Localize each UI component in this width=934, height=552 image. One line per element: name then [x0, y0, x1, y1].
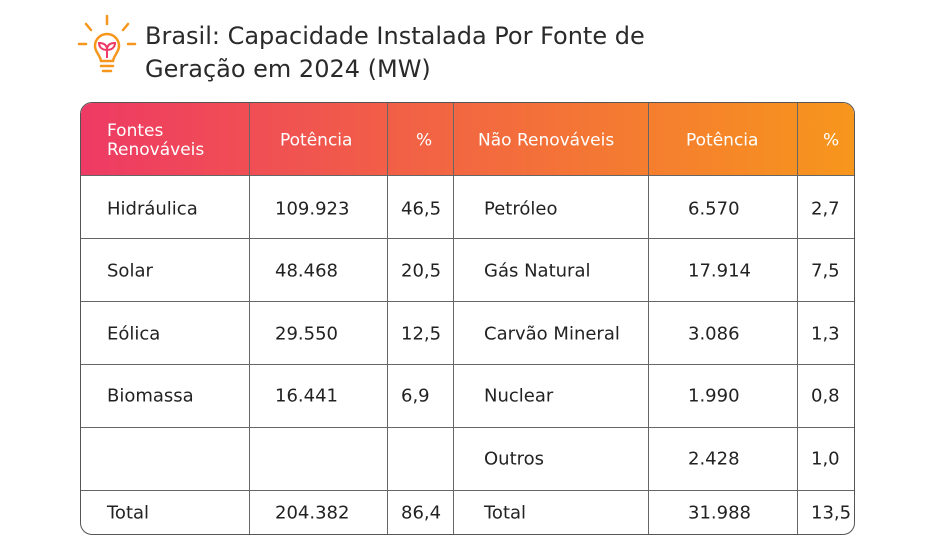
row-line: [81, 364, 854, 365]
table: Fontes Renováveis Potência% Não Renováveis…: [80, 102, 855, 535]
table-cell: 204.382: [275, 502, 350, 524]
table-cell: 12,5: [401, 323, 442, 345]
table-cell: Solar: [107, 260, 153, 282]
column-header: Potência: [280, 130, 353, 151]
table-cell: Total: [484, 502, 527, 524]
column-header: %: [823, 130, 840, 151]
table-cell: Carvão Mineral: [484, 323, 620, 345]
row-line: [81, 490, 854, 491]
title: Brasil: Capacidade Instalada Por Fonte d…: [145, 22, 645, 83]
table-cell: Outros: [484, 448, 545, 470]
table-cell: Gás Natural: [484, 260, 591, 282]
table-cell: Petróleo: [484, 198, 558, 220]
column-line: [797, 103, 798, 534]
row-line: [81, 427, 854, 428]
column-line: [453, 103, 454, 534]
table-cell: 3.086: [688, 323, 740, 345]
column-header: Fontes Renováveis: [107, 121, 205, 160]
table-cell: 2,7: [811, 198, 840, 220]
column-header: Não Renováveis: [478, 130, 615, 151]
table-cell: 109.923: [275, 198, 350, 220]
table-cell: 0,8: [811, 385, 840, 407]
table-cell: 29.550: [275, 323, 338, 345]
table-cell: 7,5: [811, 260, 840, 282]
table-cell: 48.468: [275, 260, 338, 282]
table-cell: 6,9: [401, 385, 430, 407]
table-cell: 17.914: [688, 260, 751, 282]
column-line: [648, 103, 649, 534]
column-line: [387, 103, 388, 534]
bulb-icon: [77, 14, 137, 73]
table-cell: 16.441: [275, 385, 338, 407]
table-cell: Eólica: [107, 323, 161, 345]
table-cell: Total: [107, 502, 150, 524]
column-header: Potência: [686, 130, 759, 151]
table-cell: 46,5: [401, 198, 442, 220]
table-cell: 1.990: [688, 385, 740, 407]
table-cell: 86,4: [401, 502, 442, 524]
table-cell: 20,5: [401, 260, 442, 282]
table-cell: Nuclear: [484, 385, 554, 407]
row-line: [81, 238, 854, 239]
column-line: [249, 103, 250, 534]
table-cell: 13,5: [811, 502, 852, 524]
table-cell: Hidráulica: [107, 198, 198, 220]
table-cell: 6.570: [688, 198, 740, 220]
column-header: %: [416, 130, 433, 151]
table-cell: 31.988: [688, 502, 751, 524]
row-line: [81, 301, 854, 302]
table-header: [81, 103, 854, 175]
table-cell: 1,0: [811, 448, 840, 470]
table-cell: 2.428: [688, 448, 740, 470]
row-line: [81, 175, 854, 176]
table-cell: 1,3: [811, 323, 840, 345]
table-cell: Biomassa: [107, 385, 194, 407]
